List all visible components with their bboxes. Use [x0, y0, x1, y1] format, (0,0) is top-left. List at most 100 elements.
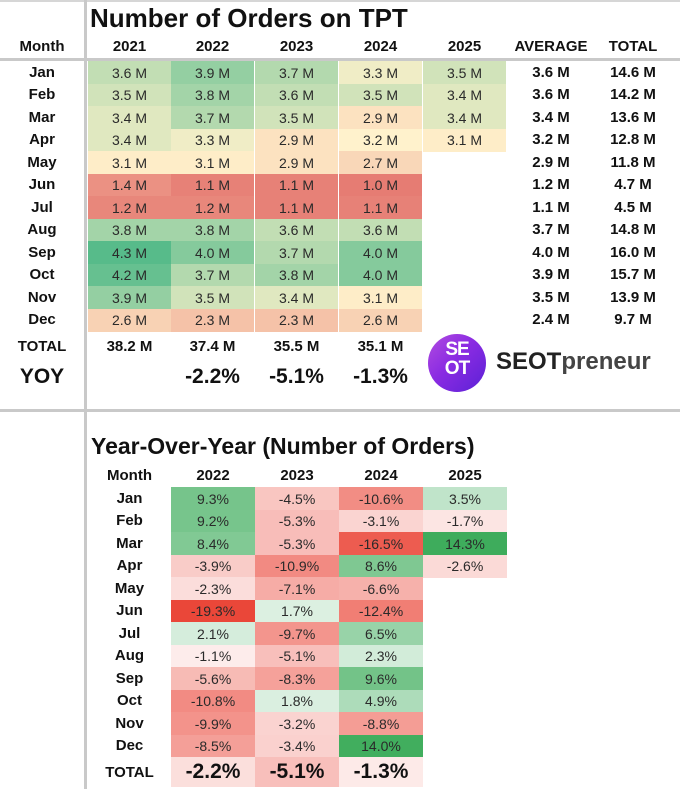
yoy-heatmap-cell: -2.3%	[171, 577, 255, 600]
row-average: 1.2 M	[532, 176, 570, 194]
heatmap-cell: 3.7 M	[255, 61, 338, 84]
heatmap-cell: 2.6 M	[88, 308, 171, 332]
seotpreneur-logo: SE OT	[428, 334, 486, 392]
heatmap-cell: 4.0 M	[171, 241, 254, 264]
yoy-total-label: TOTAL	[105, 763, 154, 781]
yoy-row-label-month: Jul	[118, 624, 141, 642]
yoy-value: -2.2%	[185, 365, 240, 388]
row-label-month: Jun	[28, 176, 56, 194]
yoy-heatmap-cell: -5.1%	[255, 644, 339, 668]
row-label-month: Oct	[29, 266, 55, 284]
row-total: 14.8 M	[610, 221, 656, 239]
brand-name-part2: preneur	[561, 348, 651, 375]
logo-text-bottom: OT	[444, 358, 470, 379]
heatmap-cell: 3.8 M	[171, 83, 254, 107]
heatmap-cell: 2.3 M	[255, 308, 338, 332]
brand-name: SEOTpreneur	[496, 348, 651, 376]
heatmap-cell: 2.9 M	[339, 106, 422, 129]
yoy-heatmap-cell: -1.1%	[171, 644, 255, 668]
yoy-row-label-month: Jun	[116, 602, 143, 620]
header-divider	[0, 58, 680, 61]
row-label-month: Nov	[27, 288, 57, 306]
yoy-row-label-month: Sep	[115, 669, 144, 687]
yoy-row-label-month: Jan	[116, 489, 143, 507]
heatmap-cell: 1.0 M	[339, 173, 422, 197]
heatmap-cell: 3.9 M	[171, 61, 254, 84]
row-total: 16.0 M	[610, 243, 656, 261]
row-average: 3.6 M	[532, 86, 570, 104]
column-total: 38.2 M	[106, 337, 153, 355]
column-header-year: 2022	[195, 38, 230, 55]
row-average: 4.0 M	[532, 243, 570, 261]
heatmap-cell: 3.4 M	[423, 83, 506, 107]
heatmap-cell: 3.5 M	[88, 83, 171, 107]
yoy-heatmap-cell: -6.6%	[339, 577, 423, 600]
yoy-heatmap-cell: -10.8%	[171, 689, 255, 713]
yoy-heatmap-cell: 9.2%	[171, 509, 255, 533]
heatmap-cell: 3.5 M	[423, 61, 506, 84]
heatmap-cell: 3.3 M	[339, 61, 422, 84]
yoy-heatmap-cell: -3.9%	[171, 554, 255, 578]
heatmap-cell: 3.4 M	[88, 128, 171, 152]
row-label-month: Aug	[27, 221, 57, 239]
yoy-heatmap-cell: 1.7%	[255, 599, 339, 623]
yoy-heatmap-cell: 4.9%	[339, 689, 423, 713]
heatmap-cell: 1.2 M	[171, 196, 254, 219]
row-average: 2.4 M	[532, 311, 570, 329]
heatmap-cell: 1.1 M	[171, 173, 254, 197]
heatmap-cell: 3.6 M	[88, 61, 171, 84]
heatmap-cell: 4.0 M	[339, 241, 422, 264]
yoy-table-title: Year-Over-Year (Number of Orders)	[91, 433, 475, 459]
yoy-heatmap-cell: 9.3%	[171, 487, 255, 510]
total-row-label: TOTAL	[17, 337, 67, 355]
yoy-row-label-month: Apr	[116, 557, 143, 575]
yoy-heatmap-cell: -1.7%	[423, 509, 507, 533]
row-label-month: May	[27, 153, 57, 171]
column-total: 35.1 M	[357, 337, 404, 355]
row-total: 11.8 M	[610, 153, 656, 171]
yoy-heatmap-cell: -5.3%	[255, 532, 339, 555]
yoy-heatmap-cell: -3.2%	[255, 712, 339, 735]
yoy-row-label-month: May	[114, 579, 145, 597]
yoy-column-header-year: 2023	[280, 467, 314, 484]
row-average: 3.5 M	[532, 288, 570, 306]
heatmap-cell: 3.2 M	[339, 128, 422, 152]
row-label-month: Jul	[31, 198, 53, 216]
yoy-heatmap-cell: -7.1%	[255, 577, 339, 600]
yoy-heatmap-cell: -10.6%	[339, 487, 423, 510]
heatmap-cell: 3.9 M	[88, 286, 171, 309]
heatmap-cell: 4.3 M	[88, 241, 171, 264]
yoy-heatmap-cell: 8.4%	[171, 532, 255, 555]
heatmap-cell: 3.6 M	[339, 218, 422, 242]
yoy-heatmap-cell: -16.5%	[339, 532, 423, 555]
yoy-heatmap-cell: -3.1%	[339, 509, 423, 533]
row-total: 14.2 M	[610, 86, 656, 104]
yoy-row-label-month: Dec	[115, 737, 144, 755]
yoy-heatmap-cell: 2.3%	[339, 644, 423, 668]
heatmap-cell: 3.7 M	[171, 263, 254, 287]
column-total: 37.4 M	[189, 337, 236, 355]
heatmap-cell: 3.3 M	[171, 128, 254, 152]
heatmap-cell: 3.4 M	[88, 106, 171, 129]
yoy-heatmap-cell: -8.3%	[255, 667, 339, 690]
heatmap-cell: 1.2 M	[88, 196, 171, 219]
row-label-month: Feb	[28, 86, 56, 104]
yoy-heatmap-cell: -10.9%	[255, 554, 339, 578]
yoy-heatmap-cell: 3.5%	[423, 487, 507, 510]
yoy-row-label-month: Oct	[116, 692, 142, 710]
row-average: 1.1 M	[532, 198, 570, 216]
row-label-month: Mar	[28, 108, 56, 126]
heatmap-cell: 4.0 M	[339, 263, 422, 287]
yoy-row-label: YOY	[19, 365, 65, 388]
column-header-year: 2021	[112, 38, 147, 55]
yoy-value: -1.3%	[353, 365, 408, 388]
yoy-heatmap-cell: -19.3%	[171, 599, 255, 623]
heatmap-cell: 3.6 M	[255, 83, 338, 107]
row-total: 4.7 M	[614, 176, 652, 194]
logo-glyph: SE OT	[428, 340, 486, 378]
row-total: 14.6 M	[610, 63, 656, 81]
yoy-value: -5.1%	[269, 365, 324, 388]
heatmap-cell: 3.8 M	[171, 218, 254, 242]
yoy-heatmap-cell: 14.0%	[339, 734, 423, 758]
row-label-month: Jan	[29, 63, 55, 81]
